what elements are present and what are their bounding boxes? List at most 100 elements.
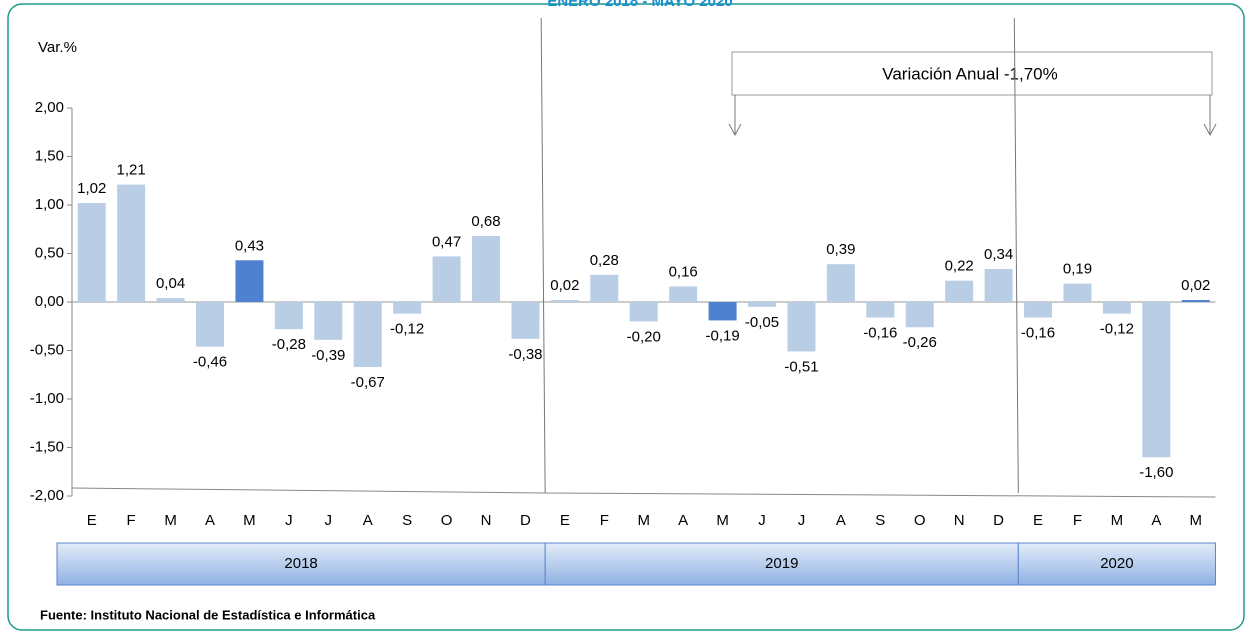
value-label: 0,02 bbox=[550, 277, 579, 294]
bar bbox=[708, 302, 737, 321]
value-label: 1,21 bbox=[117, 162, 146, 179]
x-tick-label: M bbox=[243, 512, 256, 529]
x-tick-label: F bbox=[600, 512, 609, 529]
x-tick-label: D bbox=[993, 512, 1004, 529]
x-tick-label: J bbox=[758, 512, 766, 529]
bar bbox=[826, 264, 855, 302]
x-tick-label: A bbox=[363, 512, 373, 529]
value-label: -0,46 bbox=[193, 354, 227, 371]
annotation-arrows bbox=[728, 95, 1217, 137]
value-label: -0,26 bbox=[903, 334, 937, 351]
bar bbox=[590, 274, 619, 302]
y-tick-label: 0,00 bbox=[35, 293, 64, 310]
bar bbox=[905, 302, 934, 328]
x-tick-label: M bbox=[1111, 512, 1124, 529]
y-tick-label: -2,00 bbox=[30, 487, 64, 504]
bar bbox=[866, 302, 895, 318]
year-box bbox=[56, 542, 546, 586]
y-tick-label: -0,50 bbox=[30, 341, 64, 358]
value-label: -0,16 bbox=[863, 324, 897, 341]
value-label: 0,19 bbox=[1063, 261, 1092, 278]
bar bbox=[274, 302, 303, 330]
y-tick-label: 1,00 bbox=[35, 196, 64, 213]
y-tick-label: -1,00 bbox=[30, 390, 64, 407]
bar bbox=[1063, 283, 1092, 302]
frame bbox=[7, 3, 1245, 631]
y-tick-label: -1,50 bbox=[30, 438, 64, 455]
y-tick-label: 0,50 bbox=[35, 244, 64, 261]
x-tick-label: M bbox=[637, 512, 650, 529]
source: Fuente: Instituto Nacional de Estadístic… bbox=[40, 607, 376, 622]
value-label: 0,02 bbox=[1181, 277, 1210, 294]
bar bbox=[156, 298, 185, 302]
x-tick-label: F bbox=[127, 512, 136, 529]
x-tick-label: O bbox=[441, 512, 453, 529]
bar bbox=[314, 302, 343, 340]
x-tick-label: E bbox=[560, 512, 570, 529]
value-label: -0,51 bbox=[784, 358, 818, 375]
bar bbox=[393, 302, 422, 314]
year-label: 2018 bbox=[284, 555, 317, 572]
x-tick-label: J bbox=[285, 512, 293, 529]
value-label: -0,39 bbox=[311, 347, 345, 364]
x-axis bbox=[71, 487, 1216, 498]
year-box bbox=[1017, 542, 1216, 586]
value-label: 0,22 bbox=[945, 258, 974, 275]
value-label: 1,02 bbox=[77, 180, 106, 197]
value-label: -0,28 bbox=[272, 336, 306, 353]
x-tick-label: J bbox=[325, 512, 333, 529]
value-label: 0,39 bbox=[826, 241, 855, 258]
year-label: 2019 bbox=[765, 555, 798, 572]
value-label: -0,16 bbox=[1021, 324, 1055, 341]
x-tick-label: O bbox=[914, 512, 926, 529]
x-tick-label: E bbox=[87, 512, 97, 529]
year-label: 2020 bbox=[1100, 555, 1133, 572]
bar bbox=[550, 300, 579, 302]
value-label: -0,12 bbox=[390, 321, 424, 338]
bar bbox=[235, 260, 264, 302]
value-label: 0,16 bbox=[669, 263, 698, 280]
bar bbox=[432, 256, 461, 302]
value-label: 0,34 bbox=[984, 246, 1013, 263]
year-separator bbox=[1013, 17, 1019, 494]
annotation-box bbox=[731, 51, 1213, 96]
bar bbox=[748, 302, 777, 307]
y-tick-label: 1,50 bbox=[35, 147, 64, 164]
bar bbox=[984, 269, 1013, 302]
bar bbox=[945, 280, 974, 302]
value-label: -0,12 bbox=[1100, 321, 1134, 338]
x-tick-label: M bbox=[1190, 512, 1203, 529]
bar bbox=[1024, 302, 1053, 318]
year-box bbox=[544, 542, 1019, 586]
value-label: -0,38 bbox=[508, 346, 542, 363]
value-label: 0,04 bbox=[156, 275, 185, 292]
bar bbox=[669, 286, 698, 302]
bar bbox=[1102, 302, 1131, 314]
x-tick-label: A bbox=[1151, 512, 1161, 529]
y-tick-label: 2,00 bbox=[35, 99, 64, 116]
bar bbox=[117, 184, 146, 302]
x-tick-label: A bbox=[205, 512, 215, 529]
year-separator bbox=[540, 17, 546, 494]
bar bbox=[1181, 300, 1210, 302]
chart-title: ENERO 2018 - MAYO 2020 bbox=[547, 0, 732, 10]
annotation: Variación Anual -1,70% bbox=[882, 64, 1057, 83]
value-label: -1,60 bbox=[1139, 464, 1173, 481]
bar bbox=[1142, 302, 1171, 458]
y-axis-label: Var.% bbox=[38, 39, 77, 56]
bar bbox=[196, 302, 225, 347]
x-tick-label: E bbox=[1033, 512, 1043, 529]
x-tick-label: N bbox=[954, 512, 965, 529]
bar bbox=[511, 302, 540, 339]
x-tick-label: S bbox=[402, 512, 412, 529]
x-tick-label: S bbox=[875, 512, 885, 529]
x-tick-label: M bbox=[164, 512, 177, 529]
bar bbox=[787, 302, 816, 352]
value-label: -0,67 bbox=[351, 374, 385, 391]
value-label: -0,05 bbox=[745, 314, 779, 331]
x-tick-label: J bbox=[798, 512, 806, 529]
value-label: 0,43 bbox=[235, 237, 264, 254]
bar bbox=[77, 203, 106, 302]
value-label: 0,28 bbox=[590, 252, 619, 269]
